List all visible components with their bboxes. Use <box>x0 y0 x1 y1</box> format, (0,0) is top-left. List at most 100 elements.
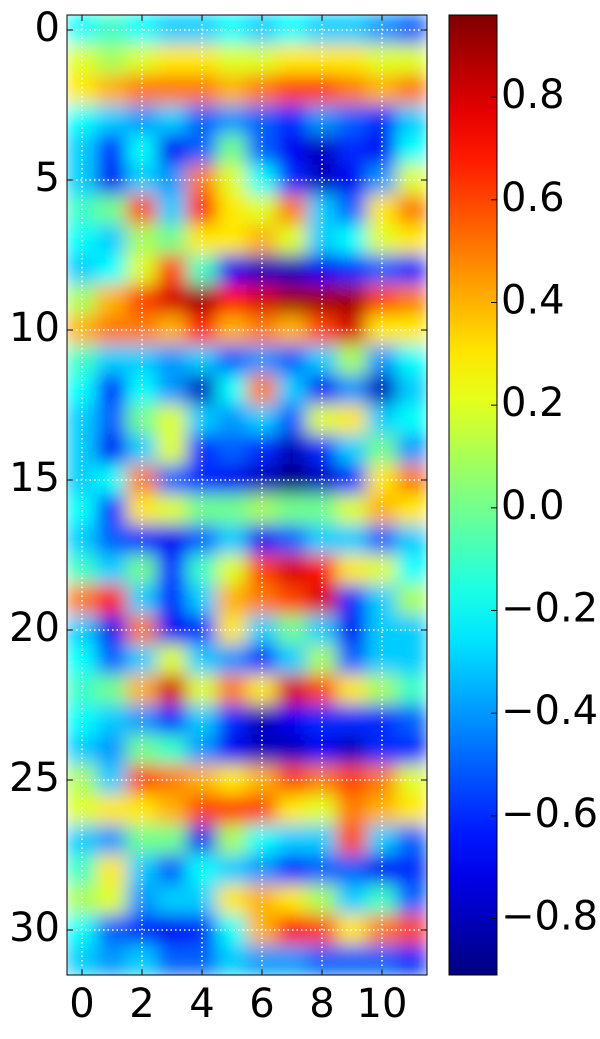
heatmap-cell <box>336 374 368 406</box>
heatmap-cell <box>276 44 308 76</box>
heatmap-cell <box>276 344 308 376</box>
heatmap-cell <box>156 254 188 286</box>
heatmap-cell <box>156 944 188 975</box>
heatmap-cell <box>366 524 398 556</box>
heatmap-cell <box>67 704 98 736</box>
x-tick-label: 8 <box>309 981 334 1027</box>
heatmap-cell <box>96 404 128 436</box>
heatmap-cell <box>156 194 188 226</box>
heatmap-cell <box>216 524 248 556</box>
heatmap-cell <box>306 704 338 736</box>
heatmap-cell <box>366 884 398 916</box>
heatmap-cell <box>216 584 248 616</box>
heatmap-cell <box>216 134 248 166</box>
heatmap-cell <box>186 884 218 916</box>
heatmap-cell <box>336 794 368 826</box>
heatmap-cell <box>186 704 218 736</box>
heatmap-cell <box>216 15 248 46</box>
heatmap-cell <box>396 134 427 166</box>
heatmap-cell <box>336 74 368 106</box>
heatmap-cell <box>276 704 308 736</box>
heatmap-cell <box>306 344 338 376</box>
heatmap-cell <box>276 644 308 676</box>
heatmap-cell <box>276 584 308 616</box>
heatmap-cell <box>216 224 248 256</box>
heatmap-cell <box>216 284 248 316</box>
heatmap-cell <box>156 104 188 136</box>
heatmap-cell <box>276 944 308 975</box>
heatmap-cell <box>306 434 338 466</box>
heatmap-cell <box>216 164 248 196</box>
heatmap-cell <box>186 434 218 466</box>
heatmap-cell <box>216 74 248 106</box>
heatmap-cell <box>216 44 248 76</box>
heatmap-cell <box>126 884 158 916</box>
heatmap-cell <box>126 794 158 826</box>
heatmap-cell <box>216 254 248 286</box>
heatmap-cell <box>276 794 308 826</box>
heatmap-cell <box>396 884 427 916</box>
heatmap-cell <box>216 614 248 646</box>
heatmap-cell <box>306 164 338 196</box>
heatmap-cell <box>67 74 98 106</box>
heatmap-cell <box>216 644 248 676</box>
heatmap-cell <box>336 434 368 466</box>
heatmap-cell <box>156 74 188 106</box>
heatmap-cell <box>336 254 368 286</box>
heatmap-cell <box>396 734 427 766</box>
heatmap-cell <box>156 554 188 586</box>
heatmap-cell <box>276 434 308 466</box>
heatmap-cell <box>336 734 368 766</box>
heatmap-cell <box>96 884 128 916</box>
heatmap-cell <box>276 824 308 856</box>
heatmap-cell <box>396 374 427 406</box>
heatmap-cell <box>156 494 188 526</box>
heatmap-cell <box>396 944 427 975</box>
heatmap-cell <box>246 254 278 286</box>
heatmap-cell <box>396 854 427 886</box>
colorbar-tick-label: −0.4 <box>501 688 598 734</box>
y-tick-label: 25 <box>9 755 60 801</box>
heatmap-cell <box>216 374 248 406</box>
heatmap-cell <box>96 194 128 226</box>
heatmap-cell <box>67 254 98 286</box>
heatmap-cell <box>186 794 218 826</box>
heatmap-cell <box>276 734 308 766</box>
heatmap-cell <box>216 944 248 975</box>
heatmap-cell <box>336 854 368 886</box>
heatmap-cell <box>396 74 427 106</box>
heatmap-cell <box>246 524 278 556</box>
heatmap-cell <box>396 434 427 466</box>
heatmap-cell <box>216 674 248 706</box>
heatmap-cell <box>216 734 248 766</box>
heatmap-cell <box>96 134 128 166</box>
heatmap-cell <box>276 884 308 916</box>
heatmap-cell <box>336 704 368 736</box>
heatmap-cell <box>156 44 188 76</box>
y-tick-label: 10 <box>9 305 60 351</box>
heatmap-cell <box>156 284 188 316</box>
colorbar-tick-label: 0.6 <box>501 175 565 221</box>
heatmap-cell <box>246 884 278 916</box>
heatmap-cell <box>156 794 188 826</box>
plot-frame <box>66 14 428 976</box>
heatmap-cell <box>396 254 427 286</box>
heatmap-cell <box>156 134 188 166</box>
heatmap-cell <box>396 404 427 436</box>
heatmap-cell <box>336 644 368 676</box>
heatmap-cell <box>126 434 158 466</box>
y-tick-label: 15 <box>9 455 60 501</box>
heatmap-cell <box>306 524 338 556</box>
heatmap-cell <box>96 584 128 616</box>
heatmap-cell <box>276 134 308 166</box>
heatmap-cell <box>276 674 308 706</box>
heatmap-cell <box>276 74 308 106</box>
heatmap-cell <box>246 794 278 826</box>
heatmap-cell <box>396 644 427 676</box>
heatmap-cell <box>156 674 188 706</box>
heatmap-cell <box>216 404 248 436</box>
heatmap-cell <box>366 344 398 376</box>
y-tick-label: 5 <box>35 155 60 201</box>
heatmap-cell <box>67 794 98 826</box>
